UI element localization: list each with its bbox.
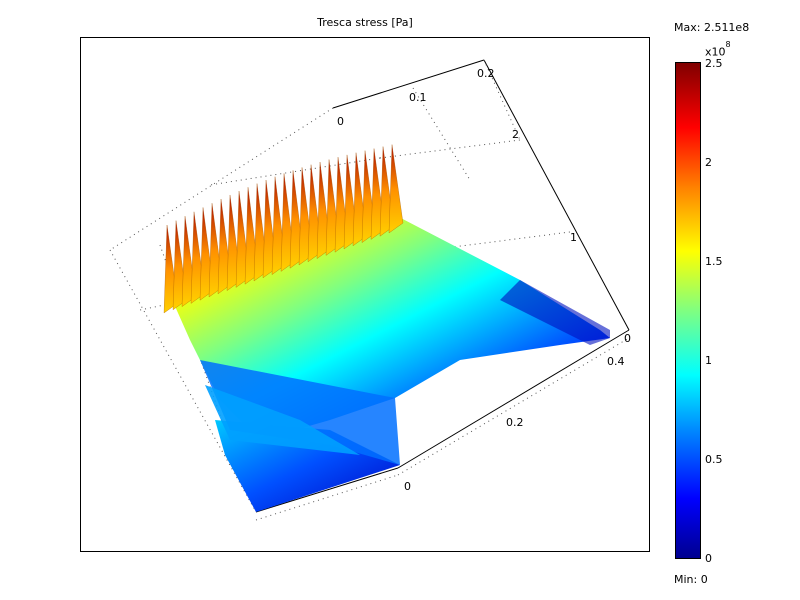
colorbar-exponent: x108	[705, 40, 731, 59]
colorbar-exponent-power: 8	[725, 40, 731, 49]
axis-box	[255, 59, 630, 513]
plot-title: Tresca stress [Pa]	[317, 16, 413, 29]
x-tick-1: 0.2	[506, 416, 524, 429]
colorbar	[675, 62, 701, 559]
y-tick-2: 0.2	[477, 67, 495, 80]
z-tick-1: 1	[570, 231, 577, 244]
y-tick-0: 0	[337, 115, 344, 128]
surface-mid-band	[200, 360, 400, 465]
colorbar-exponent-base: x10	[705, 45, 726, 59]
z-tick-2: 2	[512, 128, 519, 141]
x-tick-2: 0.4	[607, 355, 625, 368]
surface-right-edge	[500, 280, 610, 345]
x-tick-0: 0	[404, 480, 411, 493]
stress-spikes	[163, 144, 404, 314]
y-tick-1: 0.1	[409, 91, 427, 104]
colorbar-min-label: Min: 0	[674, 573, 708, 586]
stress-spike	[388, 144, 404, 234]
surface-lower-band	[205, 385, 360, 455]
colorbar-max-label: Max: 2.511e8	[674, 21, 750, 34]
z-tick-0: 0	[624, 332, 631, 345]
